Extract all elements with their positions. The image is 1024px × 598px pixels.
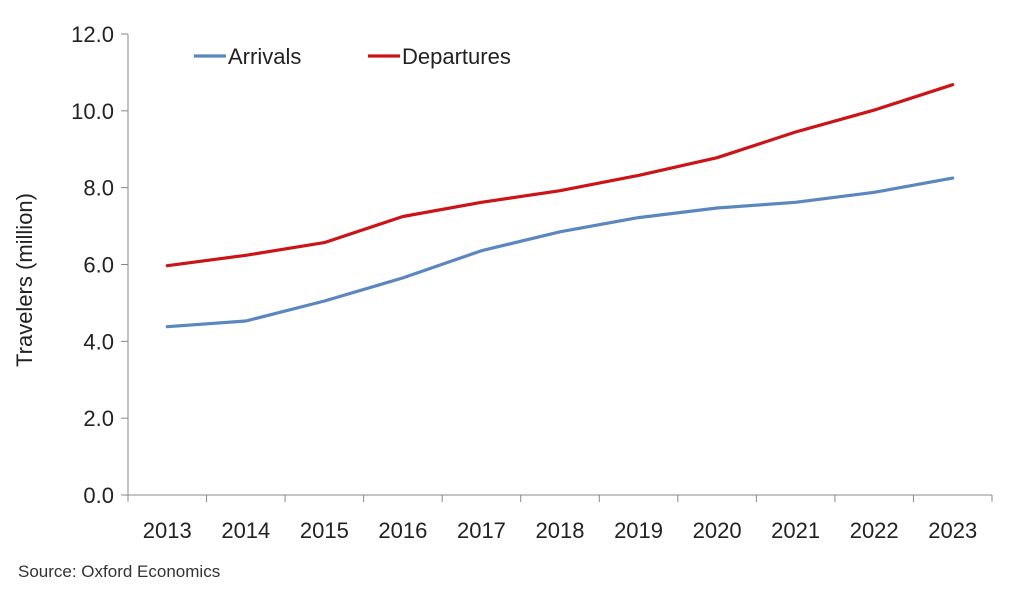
x-tick-label: 2015 (300, 518, 349, 543)
x-tick-label: 2023 (928, 518, 977, 543)
series-line-arrivals (165, 176, 955, 329)
line-chart: 0.0 2.0 4.0 6.0 8.0 10.0 12.0 2013 2014 2015 2016… (12, 22, 993, 543)
y-tick-label: 4.0 (83, 329, 114, 354)
y-tick-labels: 0.0 2.0 4.0 6.0 8.0 10.0 12.0 (71, 22, 114, 508)
x-tick-label: 2016 (378, 518, 427, 543)
x-tick-label: 2020 (693, 518, 742, 543)
series-lines (165, 83, 955, 329)
x-tick-label: 2017 (457, 518, 506, 543)
legend-label-arrivals: Arrivals (228, 44, 301, 69)
source-note: Source: Oxford Economics (18, 562, 221, 581)
y-tick-label: 12.0 (71, 22, 114, 47)
x-tick-label: 2013 (143, 518, 192, 543)
x-tick-label: 2021 (771, 518, 820, 543)
x-tick-label: 2019 (614, 518, 663, 543)
series-line-departures (165, 83, 955, 268)
x-tick-label: 2022 (850, 518, 899, 543)
y-axis-label: Travelers (million) (12, 193, 37, 367)
x-tick-label: 2014 (221, 518, 270, 543)
legend-label-departures: Departures (402, 44, 511, 69)
legend: Arrivals Departures (194, 44, 511, 69)
y-tick-label: 8.0 (83, 176, 114, 201)
y-tick-label: 10.0 (71, 99, 114, 124)
y-tick-label: 2.0 (83, 406, 114, 431)
y-tick-label: 6.0 (83, 253, 114, 278)
y-tick-label: 0.0 (83, 483, 114, 508)
chart-axes (121, 33, 993, 502)
x-tick-labels: 2013 2014 2015 2016 2017 2018 2019 2020 2021 2022… (143, 518, 977, 543)
x-tick-label: 2018 (536, 518, 585, 543)
